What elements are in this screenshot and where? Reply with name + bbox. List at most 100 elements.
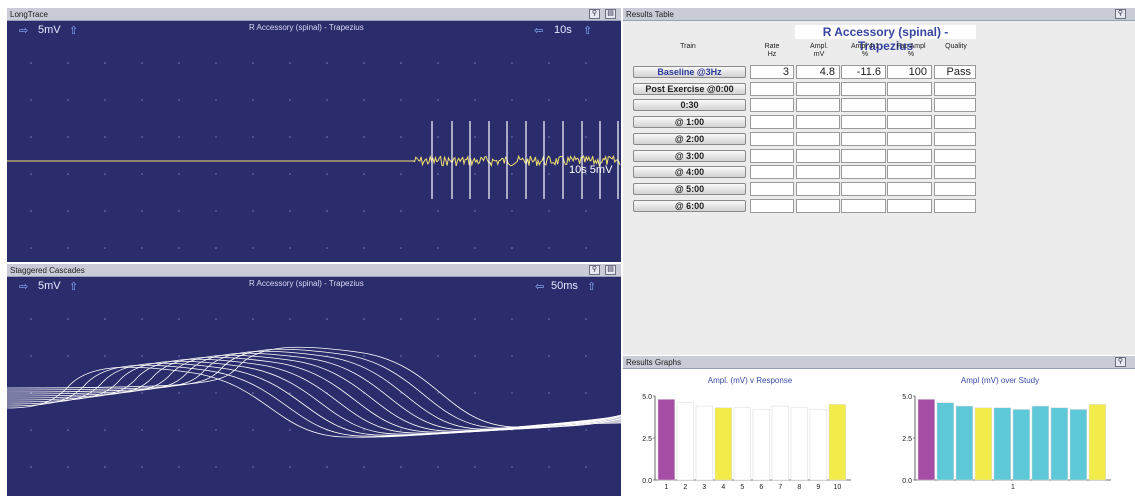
column-header-rate: Rate Hz [764, 43, 780, 58]
table-cell [796, 148, 840, 163]
sensitivity-right-arrow-icon[interactable]: ⇧ [69, 25, 79, 37]
sweep-right-arrow-icon[interactable]: ⇧ [587, 281, 597, 293]
magnify-icon[interactable]: ⚲ [1115, 9, 1126, 19]
train-button[interactable]: @ 4:00 [633, 166, 746, 179]
table-cell [887, 98, 932, 113]
sweep-value: 50ms [551, 280, 578, 292]
table-cell [841, 98, 886, 113]
table-cell [934, 198, 976, 213]
table-cell [750, 198, 794, 213]
results-graphs-title: Results Graphs [626, 358, 682, 367]
table-cell [796, 81, 840, 96]
train-button[interactable]: Baseline @3Hz [633, 66, 746, 78]
table-cell [934, 181, 976, 196]
table-cell [841, 198, 886, 213]
maximize-icon[interactable]: ▤ [605, 265, 616, 275]
y-tick-label: 5.0 [642, 394, 652, 401]
study-title: R Accessory (spinal) - Trapezius [795, 25, 976, 53]
table-cell: 4.8 [796, 65, 840, 79]
train-button[interactable]: @ 6:00 [633, 199, 746, 212]
table-cell [934, 98, 976, 113]
x-tick-label: 2 [683, 484, 687, 490]
column-header-fac-ampl: Fac Ampl% [896, 43, 926, 58]
bar [993, 407, 1011, 481]
graph-1-title: Ampl. (mV) v Response [707, 376, 793, 385]
table-cell [934, 81, 976, 96]
table-cell [841, 81, 886, 96]
column-header-ampl: Ampl. mV [810, 43, 828, 58]
bar [809, 409, 827, 481]
results-table-titlebar: Results Table [623, 8, 1135, 21]
sensitivity-left-arrow-icon[interactable]: ⇨ [19, 281, 29, 293]
table-cell [887, 181, 932, 196]
table-cell: 3 [750, 65, 794, 79]
cascade-trace [7, 350, 621, 430]
x-tick-label: 9 [816, 484, 820, 490]
maximize-icon[interactable]: ▤ [605, 9, 616, 19]
bar [828, 404, 846, 481]
magnify-icon[interactable]: ⚲ [589, 9, 600, 19]
results-table-title: Results Table [626, 10, 674, 19]
table-cell [750, 181, 794, 196]
cascades-scope[interactable]: ⇨ 5mV ⇧ R Accessory (spinal) - Trapezius… [7, 277, 621, 496]
cascades-panel: Staggered Cascades ⚲ ▤ ⇨ 5mV ⇧ R Accesso… [7, 264, 621, 496]
x-tick-label: 8 [797, 484, 801, 490]
table-cell [796, 165, 840, 180]
scale-marker: 10s 5mV [569, 164, 613, 176]
y-tick-label: 5.0 [902, 394, 912, 401]
graph-2-title: Ampl (mV) over Study [960, 376, 1040, 385]
cascade-trace [7, 346, 621, 428]
sensitivity-right-arrow-icon[interactable]: ⇧ [69, 281, 79, 293]
bar [714, 407, 732, 481]
bar [974, 407, 992, 481]
trace-title: R Accessory (spinal) - Trapezius [249, 279, 364, 288]
table-cell [796, 198, 840, 213]
table-cell [841, 115, 886, 130]
table-cell [841, 131, 886, 146]
column-header-quality: Quality [945, 43, 967, 50]
sensitivity-value: 5mV [38, 280, 61, 292]
table-cell [841, 181, 886, 196]
long-trace-waveform [7, 62, 621, 249]
graph-2-chart: 5.0 2.5 0.0 1 [902, 394, 1111, 490]
train-button[interactable]: @ 3:00 [633, 149, 746, 162]
train-button[interactable]: @ 1:00 [633, 116, 746, 129]
cascades-waveforms [7, 318, 621, 468]
cascades-titlebar: Staggered Cascades [7, 264, 621, 277]
cascades-title: Staggered Cascades [10, 266, 85, 275]
train-button[interactable]: @ 5:00 [633, 182, 746, 195]
sweep-left-arrow-icon[interactable]: ⇦ [535, 281, 545, 293]
sensitivity-left-arrow-icon[interactable]: ⇨ [19, 25, 29, 37]
x-tick-label: 3 [702, 484, 706, 490]
y-tick-label: 2.5 [642, 436, 652, 443]
trace-title: R Accessory (spinal) - Trapezius [249, 23, 364, 32]
bar [1050, 407, 1068, 481]
magnify-icon[interactable]: ⚲ [1115, 357, 1126, 367]
bar [676, 402, 694, 481]
sweep-right-arrow-icon[interactable]: ⇧ [583, 25, 593, 37]
bar [790, 407, 808, 481]
table-cell [887, 165, 932, 180]
x-tick-label: 10 [833, 484, 841, 490]
bar [1031, 405, 1049, 481]
long-trace-scope[interactable]: ⇨ 5mV ⇧ R Accessory (spinal) - Trapezius… [7, 21, 621, 262]
y-tick-label: 2.5 [902, 436, 912, 443]
table-cell [750, 81, 794, 96]
x-tick-label: 1 [1011, 484, 1015, 490]
cascade-trace [7, 348, 621, 429]
sweep-left-arrow-icon[interactable]: ⇦ [534, 25, 544, 37]
table-cell [750, 165, 794, 180]
table-cell [750, 98, 794, 113]
magnify-icon[interactable]: ⚲ [589, 265, 600, 275]
bar [917, 399, 935, 481]
table-cell: 100 [887, 65, 932, 79]
train-button[interactable]: @ 2:00 [633, 132, 746, 145]
x-tick-label: 1 [664, 484, 668, 490]
cascade-trace [7, 352, 621, 431]
x-tick-label: 6 [759, 484, 763, 490]
train-button[interactable]: 0:30 [633, 99, 746, 112]
train-button[interactable]: Post Exercise @0:00 [633, 82, 746, 95]
table-cell [934, 115, 976, 130]
cascade-trace [7, 364, 621, 437]
column-header-train: Train [680, 43, 696, 50]
